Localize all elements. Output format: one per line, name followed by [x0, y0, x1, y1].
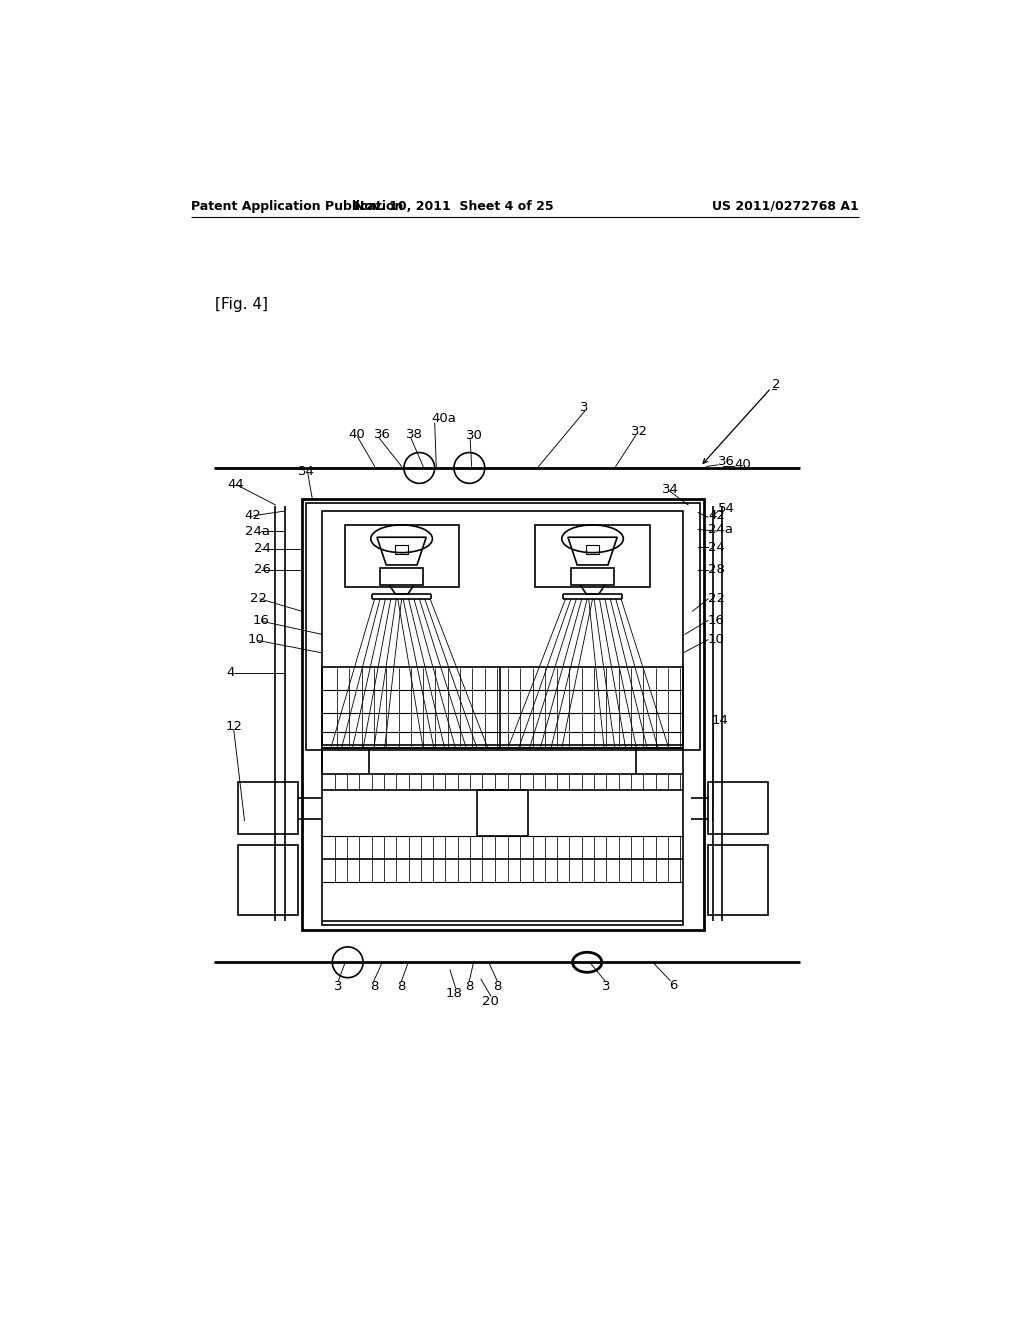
Text: 3: 3 — [581, 400, 589, 413]
Text: 24: 24 — [708, 541, 725, 554]
Bar — [345, 525, 460, 586]
Text: 6: 6 — [670, 979, 678, 991]
Text: 3: 3 — [334, 979, 343, 993]
Text: 42: 42 — [708, 510, 725, 523]
Text: US 2011/0272768 A1: US 2011/0272768 A1 — [713, 199, 859, 213]
Text: 44: 44 — [227, 478, 245, 491]
Text: 4: 4 — [226, 667, 236, 680]
Text: 40: 40 — [734, 458, 751, 471]
Text: 22: 22 — [708, 593, 725, 606]
Text: 36: 36 — [718, 455, 735, 469]
Text: 10: 10 — [708, 634, 725, 647]
Text: 8: 8 — [397, 979, 406, 993]
Text: 8: 8 — [493, 979, 502, 993]
Text: 16: 16 — [252, 614, 269, 627]
Text: 24: 24 — [254, 543, 270, 556]
Bar — [306, 503, 699, 750]
Text: 8: 8 — [370, 979, 378, 993]
Text: 20: 20 — [482, 995, 500, 1008]
Bar — [708, 781, 768, 834]
Text: Nov. 10, 2011  Sheet 4 of 25: Nov. 10, 2011 Sheet 4 of 25 — [354, 199, 554, 213]
Text: [Fig. 4]: [Fig. 4] — [215, 297, 268, 313]
Text: 38: 38 — [407, 428, 423, 441]
Text: 30: 30 — [466, 429, 482, 442]
Text: 26: 26 — [254, 564, 270, 576]
Bar — [239, 845, 298, 915]
Bar — [322, 667, 683, 748]
Text: 18: 18 — [445, 986, 463, 999]
Bar — [239, 781, 298, 834]
Bar — [322, 748, 683, 925]
Bar — [380, 568, 423, 585]
Text: 24a: 24a — [708, 523, 733, 536]
Text: 12: 12 — [226, 721, 243, 733]
Text: Patent Application Publication: Patent Application Publication — [190, 199, 403, 213]
Text: 40a: 40a — [432, 412, 457, 425]
Text: 10: 10 — [248, 634, 264, 647]
Text: 14: 14 — [711, 714, 728, 727]
Text: 16: 16 — [708, 614, 725, 627]
Text: 34: 34 — [298, 465, 315, 478]
Text: 22: 22 — [250, 593, 267, 606]
Text: 40: 40 — [348, 428, 366, 441]
Text: 3: 3 — [602, 979, 610, 993]
Text: 36: 36 — [374, 428, 391, 441]
Bar — [301, 499, 705, 929]
Bar — [708, 845, 768, 915]
Bar — [395, 545, 408, 554]
Bar — [571, 568, 614, 585]
Text: 32: 32 — [631, 425, 648, 438]
Text: 34: 34 — [662, 483, 679, 496]
Text: 8: 8 — [465, 979, 473, 993]
Bar — [535, 525, 650, 586]
Text: 2: 2 — [772, 378, 780, 391]
Text: 54: 54 — [718, 502, 735, 515]
Bar — [587, 545, 599, 554]
Text: 28: 28 — [708, 564, 725, 576]
Text: 24a: 24a — [245, 524, 269, 537]
Text: 42: 42 — [245, 510, 261, 523]
Bar — [322, 511, 683, 744]
